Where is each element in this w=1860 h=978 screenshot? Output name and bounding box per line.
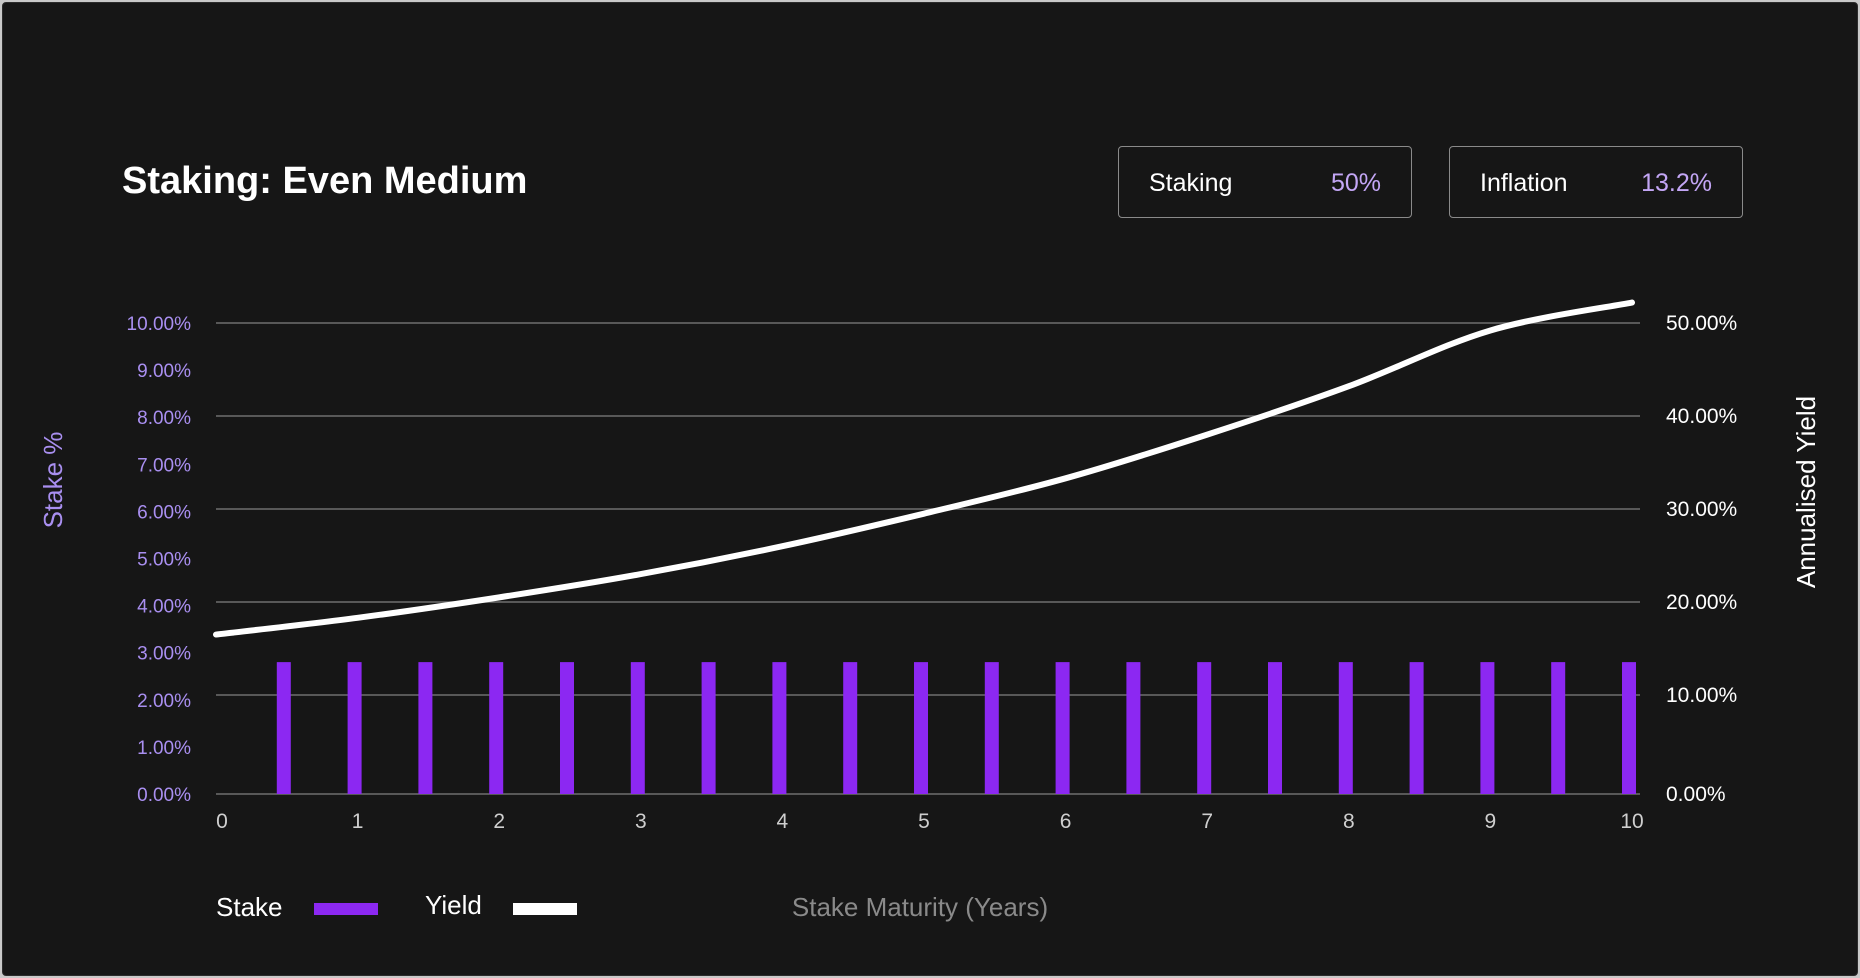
x-axis-label: Stake Maturity (Years) — [792, 892, 1048, 922]
staking-stat-box: Staking 50% — [1118, 146, 1412, 218]
stake-bar — [347, 662, 362, 794]
x-tick-label: 8 — [1343, 810, 1355, 833]
stake-bar — [418, 662, 433, 794]
stake-bar — [1409, 662, 1424, 794]
stake-bar — [1338, 662, 1353, 794]
stake-bar — [560, 662, 574, 794]
y-right-tick-label: 10.00% — [1666, 684, 1737, 707]
stake-bar — [984, 662, 999, 794]
y-axis-left-label: Stake % — [38, 432, 68, 529]
page-title: Staking: Even Medium — [122, 160, 528, 202]
x-tick-label: 4 — [777, 810, 789, 833]
yield-line — [213, 299, 1635, 638]
legend-stake-label: Stake — [216, 892, 283, 922]
stake-bar — [1551, 662, 1566, 794]
x-tick-label: 5 — [918, 810, 930, 833]
stake-bar — [1126, 662, 1141, 794]
legend: Stake Yield — [216, 890, 577, 922]
y-right-tick-label: 0.00% — [1666, 783, 1726, 806]
stake-bar — [489, 662, 504, 794]
x-tick-label: 1 — [352, 810, 364, 833]
x-tick-label: 2 — [493, 810, 505, 833]
y-right-tick-label: 20.00% — [1666, 591, 1737, 614]
legend-yield-label: Yield — [425, 890, 482, 920]
yield-line-group — [213, 299, 1635, 638]
y-left-tick-label: 3.00% — [137, 644, 191, 665]
y-axis-right-label: Annualised Yield — [1791, 396, 1821, 588]
inflation-stat-value: 13.2% — [1641, 169, 1712, 197]
legend-yield-swatch — [513, 903, 577, 915]
y-left-tick-label: 0.00% — [137, 785, 191, 806]
stake-bar — [1622, 662, 1636, 794]
stake-bars — [276, 662, 1636, 794]
stake-bar — [843, 662, 858, 794]
legend-stake-swatch — [314, 903, 378, 915]
x-tick-label: 0 — [216, 810, 228, 833]
stake-bar — [1197, 662, 1212, 794]
y-right-tick-label: 40.00% — [1666, 405, 1737, 428]
y-left-tick-label: 4.00% — [137, 597, 191, 618]
y-left-tick-label: 9.00% — [137, 361, 191, 382]
stake-bar — [1480, 662, 1495, 794]
y-left-tick-label: 2.00% — [137, 691, 191, 712]
staking-stat-label: Staking — [1149, 169, 1233, 197]
staking-stat-value: 50% — [1330, 169, 1381, 197]
x-tick-label: 6 — [1060, 810, 1072, 833]
stake-bar — [1268, 662, 1282, 794]
stake-bar — [772, 662, 787, 794]
tick-labels: 0.00% 1.00% 2.00% 3.00% 4.00% 5.00% 6.00% 7.00%… — [127, 312, 1738, 833]
y-right-tick-label: 30.00% — [1666, 498, 1737, 521]
stake-bar — [701, 662, 716, 794]
inflation-stat-label: Inflation — [1480, 169, 1568, 197]
y-left-tick-label: 8.00% — [137, 408, 191, 429]
x-tick-label: 3 — [635, 810, 647, 833]
y-right-tick-label: 50.00% — [1666, 312, 1737, 335]
y-left-tick-label: 7.00% — [137, 455, 191, 476]
stake-bar — [630, 662, 645, 794]
x-tick-label: 10 — [1620, 810, 1643, 833]
y-left-tick-label: 6.00% — [137, 502, 191, 523]
y-left-tick-label: 5.00% — [137, 550, 191, 571]
x-tick-label: 7 — [1201, 810, 1213, 833]
inflation-stat-box: Inflation 13.2% — [1449, 146, 1743, 218]
y-left-tick-label: 1.00% — [137, 738, 191, 759]
stake-bar — [276, 662, 291, 794]
y-left-tick-label: 10.00% — [127, 314, 192, 335]
stake-bar — [914, 662, 928, 794]
stake-bar — [1055, 662, 1070, 794]
x-tick-label: 9 — [1485, 810, 1497, 833]
